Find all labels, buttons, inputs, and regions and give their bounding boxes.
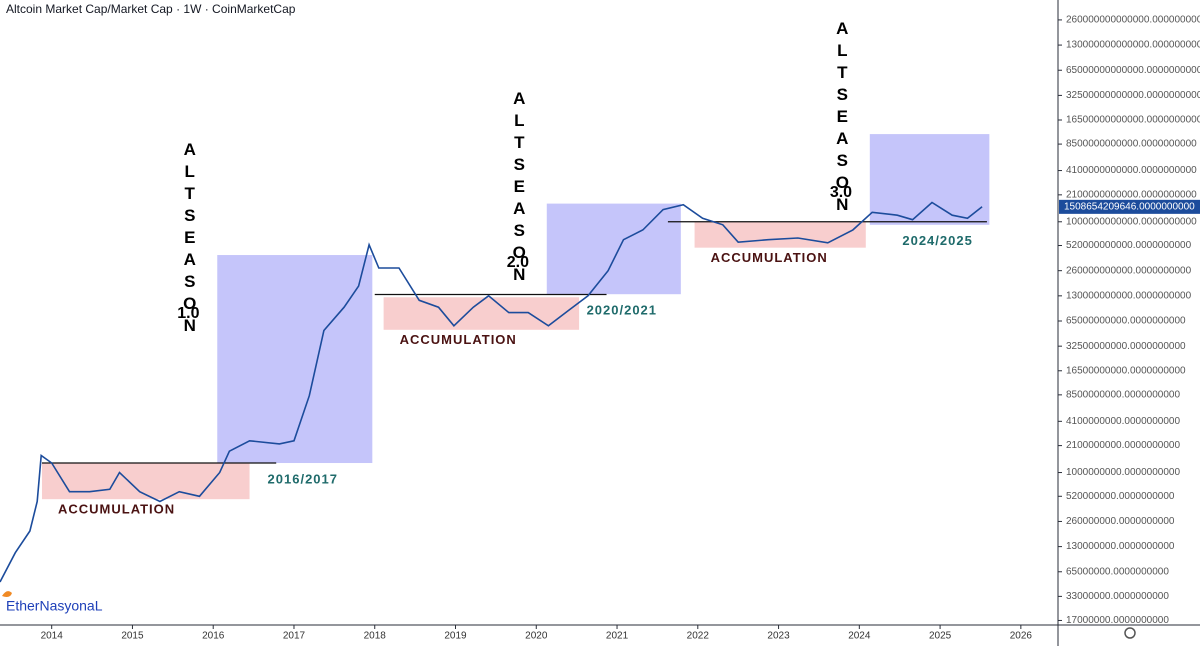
watermark-icon [2, 591, 12, 597]
season-version: 1.0 [177, 305, 200, 323]
y-tick-label: 520000000000.0000000000 [1066, 240, 1192, 251]
y-tick-label: 8500000000.0000000000 [1066, 389, 1180, 400]
accumulation-label: ACCUMULATION [58, 502, 175, 517]
watermark: EtherNasyonaL [6, 598, 103, 614]
x-tick-label: 2026 [1010, 631, 1033, 642]
x-tick-label: 2016 [202, 631, 225, 642]
y-tick-label: 32500000000.0000000000 [1066, 341, 1186, 352]
y-tick-label: 130000000.0000000000 [1066, 541, 1175, 552]
y-tick-label: 260000000000000.0000000000 [1066, 15, 1200, 26]
season-name: ALTSEASON [509, 88, 529, 287]
x-tick-label: 2017 [283, 631, 306, 642]
y-tick-label: 4100000000.0000000000 [1066, 416, 1180, 427]
accumulation-label: ACCUMULATION [711, 250, 828, 265]
y-tick-label: 33000000.0000000000 [1066, 591, 1169, 602]
y-tick-label: 32500000000000.0000000000 [1066, 90, 1200, 101]
season-version: 2.0 [506, 253, 530, 271]
x-tick-label: 2022 [687, 631, 710, 642]
chart-title: Altcoin Market Cap/Market Cap · 1W · Coi… [6, 2, 296, 16]
season-zone [869, 134, 990, 225]
y-tick-label: 16500000000000.0000000000 [1066, 115, 1200, 126]
x-tick-label: 2025 [929, 631, 952, 642]
y-tick-label: 16500000000.0000000000 [1066, 365, 1186, 376]
accumulation-zone [694, 221, 866, 248]
season-version: 3.0 [829, 184, 853, 202]
y-tick-label: 65000000000.0000000000 [1066, 316, 1186, 327]
x-tick-label: 2023 [767, 631, 790, 642]
x-tick-label: 2019 [444, 631, 467, 642]
season-period: 2024/2025 [902, 233, 972, 248]
y-tick-label: 4100000000000.0000000000 [1066, 165, 1197, 176]
y-tick-label: 260000000.0000000000 [1066, 516, 1175, 527]
season-name: ALTSEASON [832, 19, 852, 218]
season-zone [217, 255, 373, 464]
season-period: 2016/2017 [268, 471, 338, 486]
y-tick-label: 2100000000.0000000000 [1066, 440, 1180, 451]
y-tick-label: 1000000000.0000000000 [1066, 467, 1180, 478]
y-tick-label: 17000000.0000000000 [1066, 615, 1169, 626]
y-tick-label: 8500000000000.0000000000 [1066, 139, 1197, 150]
accumulation-zone [41, 463, 250, 500]
settings-icon[interactable] [1124, 627, 1136, 639]
y-tick-label: 260000000000.0000000000 [1066, 265, 1192, 276]
y-tick-label: 1000000000000.0000000000 [1066, 216, 1197, 227]
y-tick-label: 520000000.0000000000 [1066, 491, 1175, 502]
season-period: 2020/2021 [587, 303, 657, 318]
price-tag-label: 1508654209646.0000000000 [1064, 201, 1195, 212]
price-line [0, 201, 983, 583]
season-name: ALTSEASON [180, 140, 200, 339]
x-tick-label: 2018 [364, 631, 387, 642]
y-tick-label: 65000000000000.0000000000 [1066, 65, 1200, 76]
y-tick-label: 2100000000000.0000000000 [1066, 189, 1197, 200]
y-tick-label: 130000000000000.0000000000 [1066, 40, 1200, 51]
x-tick-label: 2024 [848, 631, 871, 642]
x-tick-label: 2020 [525, 631, 548, 642]
y-tick-label: 130000000000.0000000000 [1066, 290, 1192, 301]
price-tag [1059, 199, 1200, 214]
x-tick-label: 2014 [41, 631, 64, 642]
accumulation-label: ACCUMULATION [400, 332, 517, 347]
x-tick-label: 2015 [121, 631, 144, 642]
x-tick-label: 2021 [606, 631, 629, 642]
season-zone [546, 203, 681, 295]
y-tick-label: 65000000.0000000000 [1066, 566, 1169, 577]
